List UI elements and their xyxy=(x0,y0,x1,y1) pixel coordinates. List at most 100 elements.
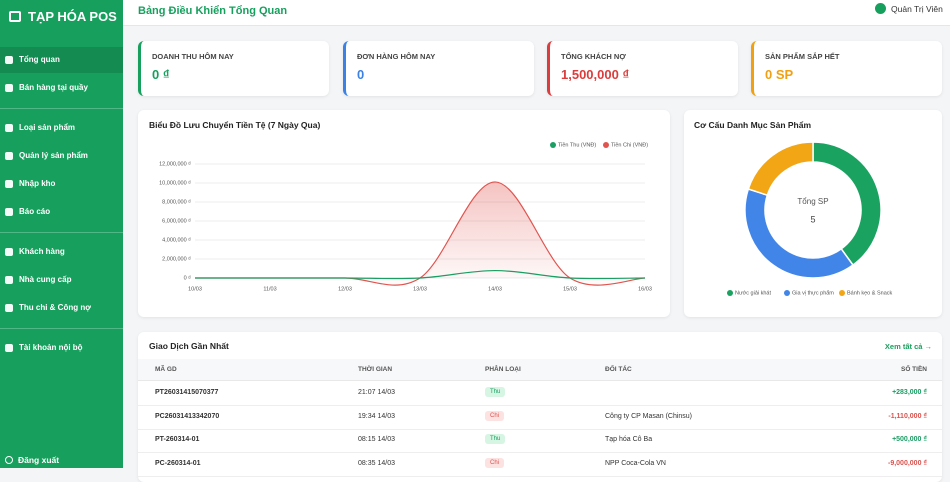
x-tick-label: 13/03 xyxy=(413,286,427,292)
menu-separator xyxy=(0,232,123,233)
sidebar: TẠP HÓA POS Đăng xuất Tổng quan Bán hàng … xyxy=(0,0,123,468)
legend-label: Bánh kẹo & Snack xyxy=(847,290,893,296)
menu-item[interactable]: Khách hàng xyxy=(19,247,65,256)
transaction-time: 21:07 14/03 xyxy=(358,389,395,396)
menu-item[interactable]: Nhập kho xyxy=(19,179,56,188)
x-tick-label: 12/03 xyxy=(338,286,352,292)
stat-label: SẢN PHẨM SẮP HẾT xyxy=(765,52,840,61)
brand: TẠP HÓA POS xyxy=(28,9,117,24)
area xyxy=(195,181,645,286)
column-header: SỐ TIỀN xyxy=(900,366,927,373)
y-tick-label: 12,000,000 ₫ xyxy=(159,161,191,167)
transaction-time: 19:34 14/03 xyxy=(358,412,395,420)
line xyxy=(195,181,646,286)
header: Bảng Điều Khiển Tổng Quan Quản Trị Viên xyxy=(123,0,950,26)
transaction-amount: +283,000 ₫ xyxy=(892,389,927,396)
transaction-time: 08:35 14/03 xyxy=(358,460,395,468)
menu-icon xyxy=(5,152,13,160)
menu-icon xyxy=(5,124,13,132)
transaction-code: PT-260314-01 xyxy=(155,436,200,444)
stat-card: SẢN PHẨM SẮP HẾT 0 SP xyxy=(751,41,942,96)
transaction-partner: Tạp hóa Cô Ba xyxy=(605,436,653,444)
type-badge: Thu xyxy=(485,434,506,445)
legend-swatch xyxy=(784,290,790,296)
menu-icon xyxy=(5,180,13,188)
column-header: PHÂN LOẠI xyxy=(485,366,521,373)
menu-item[interactable]: Bán hàng tại quầy xyxy=(19,83,88,92)
user-avatar xyxy=(875,3,886,14)
row-divider xyxy=(138,428,942,430)
legend-swatch xyxy=(550,142,556,148)
column-header: THỜI GIAN xyxy=(358,366,393,373)
menu-item[interactable]: Quản lý sản phẩm xyxy=(19,151,88,160)
legend-label: Tiền Chi (VNĐ) xyxy=(611,142,648,148)
stat-card: ĐƠN HÀNG HÔM NAY 0 xyxy=(343,41,534,96)
stat-label: ĐƠN HÀNG HÔM NAY xyxy=(357,52,436,61)
menu-separator xyxy=(0,328,123,329)
chart-title: Cơ Cấu Danh Mục Sản Phẩm xyxy=(694,120,812,130)
menu-item[interactable]: Nhà cung cấp xyxy=(19,275,72,284)
center-total: 5 xyxy=(810,214,815,224)
stat-label: DOANH THU HÔM NAY xyxy=(152,52,234,61)
active-item-bg xyxy=(0,47,123,73)
menu-icon xyxy=(5,84,13,92)
y-tick-label: 2,000,000 ₫ xyxy=(162,256,191,262)
menu-separator xyxy=(0,108,123,109)
legend-label: Tiền Thu (VNĐ) xyxy=(558,142,596,148)
menu-item[interactable]: Thu chi & Công nợ xyxy=(19,303,91,312)
transaction-amount: -1,110,000 ₫ xyxy=(888,412,927,420)
y-tick-label: 6,000,000 ₫ xyxy=(162,218,191,224)
column-header: MÃ GD xyxy=(155,366,177,373)
type-badge: Chi xyxy=(485,410,505,421)
legend-swatch xyxy=(603,142,609,148)
transaction-partner: Công ty CP Masan (Chinsu) xyxy=(605,412,693,420)
row-divider xyxy=(138,476,942,478)
x-tick-label: 14/03 xyxy=(488,286,502,292)
menu-item[interactable]: Loại sản phẩm xyxy=(19,123,76,132)
stat-card: DOANH THU HÔM NAY 0 ₫ xyxy=(138,41,329,96)
user-name[interactable]: Quản Trị Viên xyxy=(891,4,943,14)
y-tick-label: 8,000,000 ₫ xyxy=(162,199,191,205)
table-title: Giao Dịch Gần Nhất xyxy=(149,341,229,351)
logout-icon xyxy=(5,456,13,464)
x-tick-label: 10/03 xyxy=(188,286,202,292)
center-label: Tổng SP xyxy=(797,197,828,206)
menu-icon xyxy=(5,56,13,64)
doughnut-chart: Tổng SP 5 Nước giải khát Gia vị thực phẩm Bá… xyxy=(727,141,893,296)
stat-value: 0 ₫ xyxy=(152,67,170,82)
menu-icon xyxy=(5,276,13,284)
row-divider xyxy=(138,405,942,406)
legend-swatch xyxy=(727,290,733,296)
stat-value: 0 SP xyxy=(765,67,794,82)
transaction-code: PT26031415070377 xyxy=(155,389,219,396)
legend-label: Nước giải khát xyxy=(735,290,771,296)
menu-icon xyxy=(5,304,13,312)
column-header: ĐỐI TÁC xyxy=(605,366,632,373)
menu-icon xyxy=(5,344,13,352)
line xyxy=(195,269,646,280)
x-tick-label: 15/03 xyxy=(563,286,577,292)
view-all-link[interactable]: Xem tất cả → xyxy=(884,342,932,351)
cashflow-card: Biểu Đồ Lưu Chuyển Tiền Tệ (7 Ngày Qua) … xyxy=(138,110,670,317)
stat-label: TỔNG KHÁCH NỢ xyxy=(561,52,626,61)
row-divider xyxy=(138,452,942,454)
table-header xyxy=(138,359,942,381)
transaction-code: PC26031413342070 xyxy=(155,412,220,420)
stat-value: 1,500,000 ₫ xyxy=(561,67,630,82)
transaction-code: PC-260314-01 xyxy=(155,460,201,468)
transaction-amount: -9,000,000 ₫ xyxy=(887,460,927,468)
category-card: Cơ Cấu Danh Mục Sản Phẩm Tổng SP 5 Nước gi… xyxy=(684,110,942,317)
chart-title: Biểu Đồ Lưu Chuyển Tiền Tệ (7 Ngày Qua) xyxy=(149,120,321,130)
legend-swatch xyxy=(839,290,845,296)
menu-item[interactable]: Báo cáo xyxy=(19,207,51,216)
y-tick-label: 0 ₫ xyxy=(184,275,192,281)
logout[interactable]: Đăng xuất xyxy=(18,455,60,465)
menu-item[interactable]: Tài khoản nội bộ xyxy=(19,343,83,352)
y-tick-label: 4,000,000 ₫ xyxy=(162,237,191,243)
page-title: Bảng Điều Khiển Tổng Quan xyxy=(138,5,288,17)
menu-item[interactable]: Tổng quan xyxy=(19,55,60,64)
legend-label: Gia vị thực phẩm xyxy=(792,289,834,296)
transaction-amount: +500,000 ₫ xyxy=(892,436,927,444)
menu-icon xyxy=(5,248,13,256)
